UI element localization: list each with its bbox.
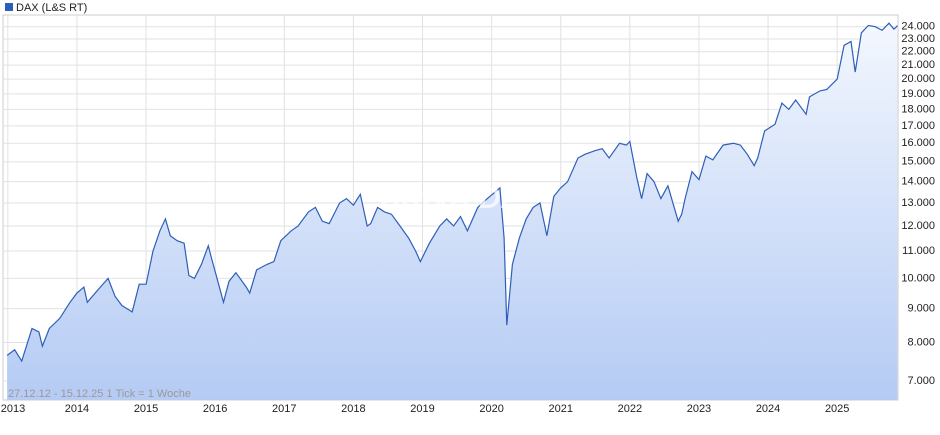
y-tick-label: 14.000 xyxy=(901,176,935,188)
x-tick-label: 2025 xyxy=(825,403,849,415)
price-line xyxy=(6,22,898,363)
y-tick-label: 11.000 xyxy=(902,245,935,257)
x-tick-label: 2023 xyxy=(687,403,711,415)
legend-label: DAX (L&S RT) xyxy=(16,2,87,14)
y-tick-label: 17.000 xyxy=(901,120,935,132)
x-tick-label: 2017 xyxy=(272,403,296,415)
x-tick-label: 2018 xyxy=(341,403,365,415)
x-tick-label: 2016 xyxy=(203,403,227,415)
x-tick-label: 2024 xyxy=(756,403,780,415)
area-fill xyxy=(7,23,898,400)
y-tick-label: 21.000 xyxy=(901,59,935,71)
x-tick-label: 2014 xyxy=(65,403,89,415)
watermark: ARIVA.DE xyxy=(378,182,521,215)
y-tick-label: 22.000 xyxy=(901,46,935,58)
y-tick-label: 13.000 xyxy=(901,197,935,209)
y-tick-label: 8.000 xyxy=(907,336,935,348)
x-tick-label: 2021 xyxy=(548,403,572,415)
y-tick-label: 20.000 xyxy=(901,73,935,85)
x-tick-label: 2013 xyxy=(1,403,25,415)
y-tick-label: 12.000 xyxy=(901,220,935,232)
y-tick-label: 16.000 xyxy=(901,137,935,149)
y-tick-label: 18.000 xyxy=(901,103,935,115)
y-tick-label: 7.000 xyxy=(907,375,935,387)
y-tick-label: 9.000 xyxy=(907,303,935,315)
y-tick-label: 19.000 xyxy=(901,88,935,100)
y-tick-label: 23.000 xyxy=(901,33,935,45)
x-tick-label: 2020 xyxy=(479,403,503,415)
range-note: 27.12.12 - 15.12.25 1 Tick = 1 Woche xyxy=(8,388,191,400)
y-tick-label: 10.000 xyxy=(901,272,935,284)
y-tick-label: 24.000 xyxy=(901,21,935,33)
x-tick-label: 2022 xyxy=(618,403,642,415)
x-tick-label: 2019 xyxy=(410,403,434,415)
legend-swatch xyxy=(5,3,13,11)
y-tick-label: 15.000 xyxy=(901,156,935,168)
x-tick-label: 2015 xyxy=(134,403,158,415)
